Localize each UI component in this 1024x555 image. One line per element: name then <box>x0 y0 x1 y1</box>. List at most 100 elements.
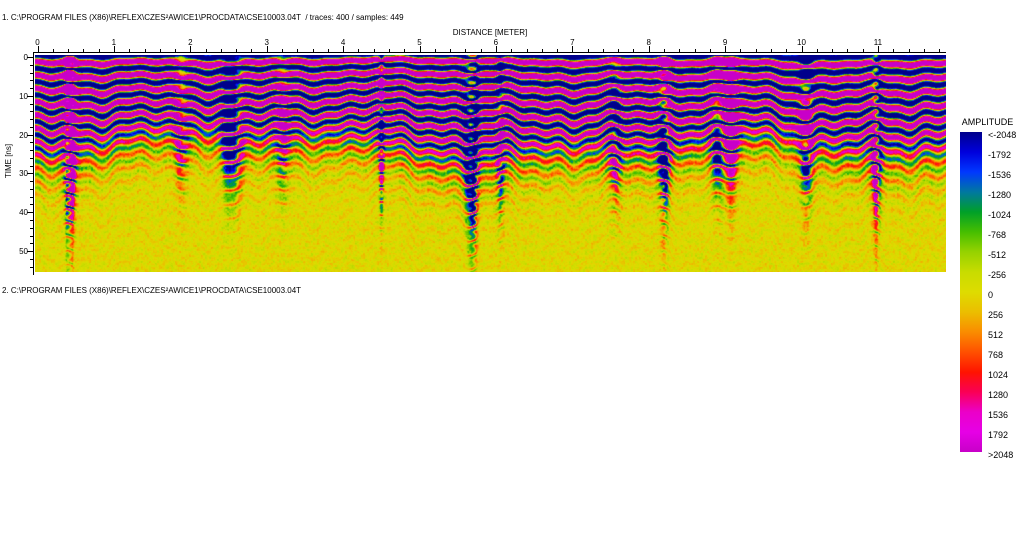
time-minor-tick <box>30 188 33 190</box>
distance-major-tick <box>37 46 39 52</box>
time-tick-label: 50 <box>19 247 28 256</box>
time-minor-tick <box>30 142 33 144</box>
colorbar-label: -256 <box>988 269 1007 280</box>
time-minor-tick <box>30 204 33 206</box>
distance-minor-tick <box>755 49 757 52</box>
distance-minor-tick <box>664 49 665 52</box>
distance-minor-tick <box>450 49 452 52</box>
colorbar-label: -1792 <box>988 149 1012 160</box>
time-major-tick <box>27 134 33 136</box>
distance-minor-tick <box>159 49 161 52</box>
distance-major-tick <box>725 46 727 52</box>
colorbar-label: 1024 <box>988 369 1009 380</box>
time-minor-tick <box>30 227 33 229</box>
time-minor-tick <box>30 220 33 221</box>
time-minor-tick <box>30 196 33 198</box>
time-minor-tick <box>30 157 33 159</box>
distance-minor-tick <box>480 49 482 52</box>
colorbar-label: -1024 <box>988 209 1012 220</box>
colorbar-label: <-2048 <box>988 129 1017 140</box>
distance-minor-tick <box>129 49 131 52</box>
distance-minor-tick <box>786 49 788 52</box>
time-minor-tick <box>30 165 33 167</box>
colorbar-label: -1280 <box>988 189 1012 200</box>
distance-minor-tick <box>205 49 207 52</box>
distance-minor-tick <box>251 49 253 52</box>
distance-minor-tick <box>908 49 910 52</box>
time-minor-tick <box>30 111 33 113</box>
distance-tick-label: 4 <box>340 38 346 47</box>
distance-minor-tick <box>862 49 864 52</box>
time-major-tick <box>27 95 33 97</box>
distance-minor-tick <box>83 49 85 52</box>
distance-major-tick <box>190 46 192 52</box>
distance-major-tick <box>877 46 879 52</box>
colorbar-label: 512 <box>988 329 1004 340</box>
distance-major-tick <box>648 46 650 52</box>
distance-tick-label: 3 <box>264 38 269 47</box>
distance-minor-tick <box>98 49 100 52</box>
distance-minor-tick <box>694 49 696 52</box>
distance-minor-tick <box>312 49 314 52</box>
distance-minor-tick <box>893 49 895 52</box>
time-minor-tick <box>30 235 33 237</box>
distance-minor-tick <box>618 49 620 52</box>
distance-minor-tick <box>633 49 635 52</box>
distance-tick-label: 9 <box>722 38 728 47</box>
time-major-tick <box>27 251 33 252</box>
colorbar-title: AMPLITUDE <box>961 117 1014 127</box>
distance-minor-tick <box>236 49 238 52</box>
distance-minor-tick <box>847 49 849 52</box>
time-tick-label: 20 <box>19 130 28 140</box>
time-minor-tick <box>30 126 33 128</box>
colorbar-label: >2048 <box>988 449 1014 460</box>
distance-minor-tick <box>175 49 176 52</box>
time-axis-line <box>33 52 34 275</box>
distance-minor-tick <box>511 49 513 52</box>
distance-minor-tick <box>602 49 604 52</box>
distance-tick-label: 5 <box>417 38 422 47</box>
distance-minor-tick <box>557 49 558 52</box>
distance-minor-tick <box>679 49 681 52</box>
distance-minor-tick <box>144 49 146 52</box>
time-minor-tick <box>30 258 33 260</box>
distance-minor-tick <box>52 49 54 52</box>
time-major-tick <box>27 212 33 214</box>
distance-minor-tick <box>832 49 834 52</box>
distance-minor-tick <box>740 49 742 52</box>
distance-major-tick <box>495 46 497 52</box>
distance-tick-label: 6 <box>493 38 499 47</box>
distance-minor-tick <box>770 49 772 52</box>
time-minor-tick <box>30 181 33 183</box>
distance-major-tick <box>572 46 574 52</box>
distance-tick-label: 8 <box>646 38 651 47</box>
distance-tick-label: 10 <box>797 38 806 47</box>
time-tick-label: 30 <box>19 169 28 179</box>
distance-minor-tick <box>587 49 589 52</box>
distance-major-tick <box>113 46 115 52</box>
radargram-image[interactable] <box>35 55 946 272</box>
distance-minor-tick <box>220 49 222 52</box>
distance-minor-tick <box>373 49 375 52</box>
time-minor-tick <box>30 119 33 121</box>
distance-major-tick <box>343 46 345 52</box>
colorbar-label: -512 <box>988 249 1007 260</box>
distance-major-tick <box>266 46 268 52</box>
distance-minor-tick <box>68 49 70 52</box>
time-minor-tick <box>30 150 33 152</box>
distance-minor-tick <box>327 49 329 52</box>
colorbar-label: 1792 <box>988 429 1009 440</box>
colorbar-label: 1280 <box>988 389 1009 400</box>
distance-minor-tick <box>358 49 360 52</box>
time-minor-tick <box>30 88 33 89</box>
distance-minor-tick <box>526 49 528 52</box>
colorbar-label: 0 <box>988 289 994 300</box>
distance-minor-tick <box>709 49 711 52</box>
time-minor-tick <box>30 64 33 66</box>
colorbar-label: 256 <box>988 309 1004 320</box>
time-major-tick <box>27 173 33 175</box>
time-tick-label: 10 <box>19 91 28 101</box>
colorbar-label: -768 <box>988 229 1007 240</box>
distance-tick-label: 1 <box>111 38 117 47</box>
